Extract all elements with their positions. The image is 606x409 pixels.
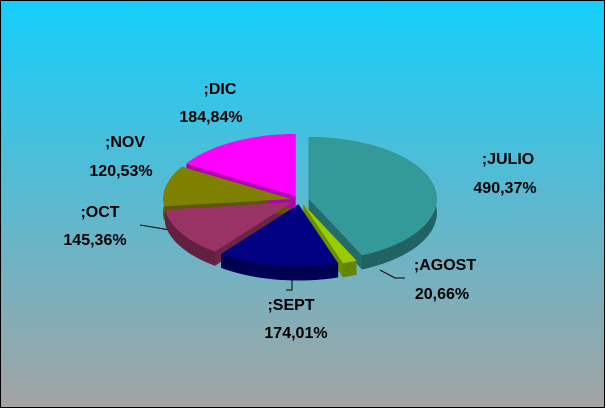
category-label: ;OCT <box>80 204 119 221</box>
slice <box>308 137 437 256</box>
slice <box>186 134 296 197</box>
slice-band <box>342 260 357 278</box>
slice-wall <box>308 199 362 270</box>
value-label: 20,66% <box>415 286 469 303</box>
value-label: 174,01% <box>264 325 327 342</box>
value-label: 145,36% <box>63 232 126 249</box>
slice <box>163 166 292 207</box>
pie <box>163 134 437 281</box>
slice-band <box>221 253 339 281</box>
category-label: ;DIC <box>204 81 237 98</box>
labels: ;JULIO 490,37% ;AGOST 20,66% ;SEPT 174,01% ;OC… <box>63 81 536 342</box>
value-label: 490,37% <box>473 180 536 197</box>
slice <box>303 204 357 264</box>
value-label: 184,84% <box>179 109 242 126</box>
slice <box>221 204 339 267</box>
category-label: ;NOV <box>105 134 145 151</box>
category-label: ;AGOST <box>414 257 476 274</box>
value-label: 120,53% <box>89 163 152 180</box>
slice-band <box>165 209 215 266</box>
slice <box>165 202 293 252</box>
category-label: ;JULIO <box>482 151 534 168</box>
category-label: ;SEPT <box>267 297 314 314</box>
